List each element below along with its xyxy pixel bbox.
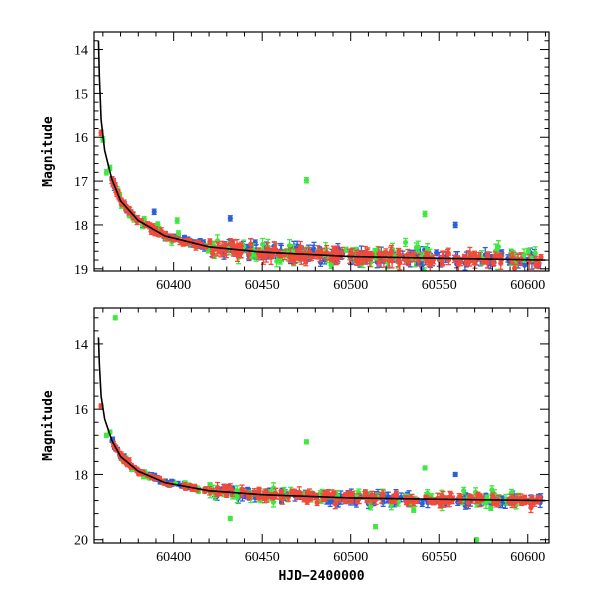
plot-area xyxy=(97,315,546,543)
red-data-point xyxy=(317,247,323,258)
red-data-point xyxy=(314,498,320,507)
red-data-point xyxy=(393,490,400,498)
y-tick-label: 20 xyxy=(74,534,88,549)
x-tick-label: 60450 xyxy=(245,278,280,293)
green-data-point xyxy=(227,515,233,522)
red-data-point xyxy=(528,502,534,514)
y-tick-label: 14 xyxy=(74,44,88,59)
green-data-point xyxy=(372,524,379,530)
red-data-point xyxy=(328,255,335,263)
green-data-point xyxy=(411,507,417,513)
red-data-point xyxy=(405,248,411,261)
red-data-point xyxy=(533,261,539,269)
green-data-point xyxy=(488,505,494,511)
plot-area xyxy=(97,40,546,271)
green-data-point xyxy=(495,239,501,254)
x-tick-label: 60500 xyxy=(333,278,368,293)
blue-data-point xyxy=(452,471,458,478)
y-tick-label: 18 xyxy=(74,468,88,483)
x-tick-label: 60550 xyxy=(422,550,457,565)
x-tick-label: 60400 xyxy=(156,278,191,293)
bottom-panel: 60400 60450 60500 60550 60600 14 16 18 20 Magnitu… xyxy=(41,307,550,584)
y-tick-label: 14 xyxy=(74,338,88,353)
top-panel: 60400 60450 60500 60550 60600 14 15 16 17 18 19 Mag… xyxy=(41,31,550,293)
x-tick-label: 60450 xyxy=(245,550,280,565)
red-data-point xyxy=(273,243,279,257)
red-data-point xyxy=(272,493,278,500)
y-tick-label: 16 xyxy=(74,131,88,146)
x-tick-label: 60500 xyxy=(333,550,368,565)
blue-data-point xyxy=(151,208,157,216)
red-data-point xyxy=(444,248,451,259)
y-tick-label: 19 xyxy=(74,263,88,278)
red-data-point xyxy=(348,495,354,503)
green-data-point xyxy=(303,439,310,445)
red-data-point xyxy=(379,251,385,257)
red-data-point xyxy=(463,260,470,267)
green-data-point xyxy=(112,315,118,321)
blue-data-point xyxy=(452,221,458,229)
x-tick-label: 60600 xyxy=(510,550,545,565)
plot-frame xyxy=(93,31,550,272)
y-tick-label: 17 xyxy=(74,175,88,190)
red-data-point xyxy=(471,250,478,258)
red-data-point xyxy=(306,488,313,501)
y-tick-label: 16 xyxy=(74,403,88,418)
green-data-point xyxy=(402,237,409,248)
red-data-point xyxy=(248,237,254,251)
red-data-point xyxy=(467,493,473,501)
green-data-point xyxy=(303,176,310,184)
red-data-point xyxy=(329,489,335,500)
green-data-point xyxy=(461,486,467,495)
green-data-point xyxy=(422,210,428,218)
red-data-point xyxy=(291,488,297,496)
y-axis-title: Magnitude xyxy=(41,390,56,461)
green-data-point xyxy=(343,246,349,253)
blue-data-point xyxy=(227,215,233,222)
green-data-point xyxy=(494,268,500,271)
y-tick-label: 18 xyxy=(74,219,88,234)
x-tick-label: 60400 xyxy=(156,550,191,565)
red-data-point xyxy=(345,490,351,498)
green-data-point xyxy=(174,217,180,224)
y-tick-label: 15 xyxy=(74,87,88,102)
red-data-point xyxy=(304,498,310,505)
green-data-point xyxy=(286,238,293,253)
fit-curve xyxy=(97,337,546,502)
red-data-point xyxy=(207,238,213,246)
green-data-point xyxy=(413,242,419,253)
x-tick-label: 60550 xyxy=(422,278,457,293)
red-data-point xyxy=(447,490,453,504)
green-data-point xyxy=(525,247,531,255)
x-tick-label: 60600 xyxy=(510,278,545,293)
y-axis-title: Magnitude xyxy=(41,116,56,187)
red-data-point xyxy=(519,500,525,507)
plot-frame xyxy=(93,307,550,544)
fit-curve xyxy=(97,40,546,261)
x-axis-title: HJD−2400000 xyxy=(278,569,364,584)
red-data-point xyxy=(362,489,368,495)
red-data-point xyxy=(279,493,285,505)
green-data-point xyxy=(422,465,428,471)
red-data-point xyxy=(323,244,330,261)
